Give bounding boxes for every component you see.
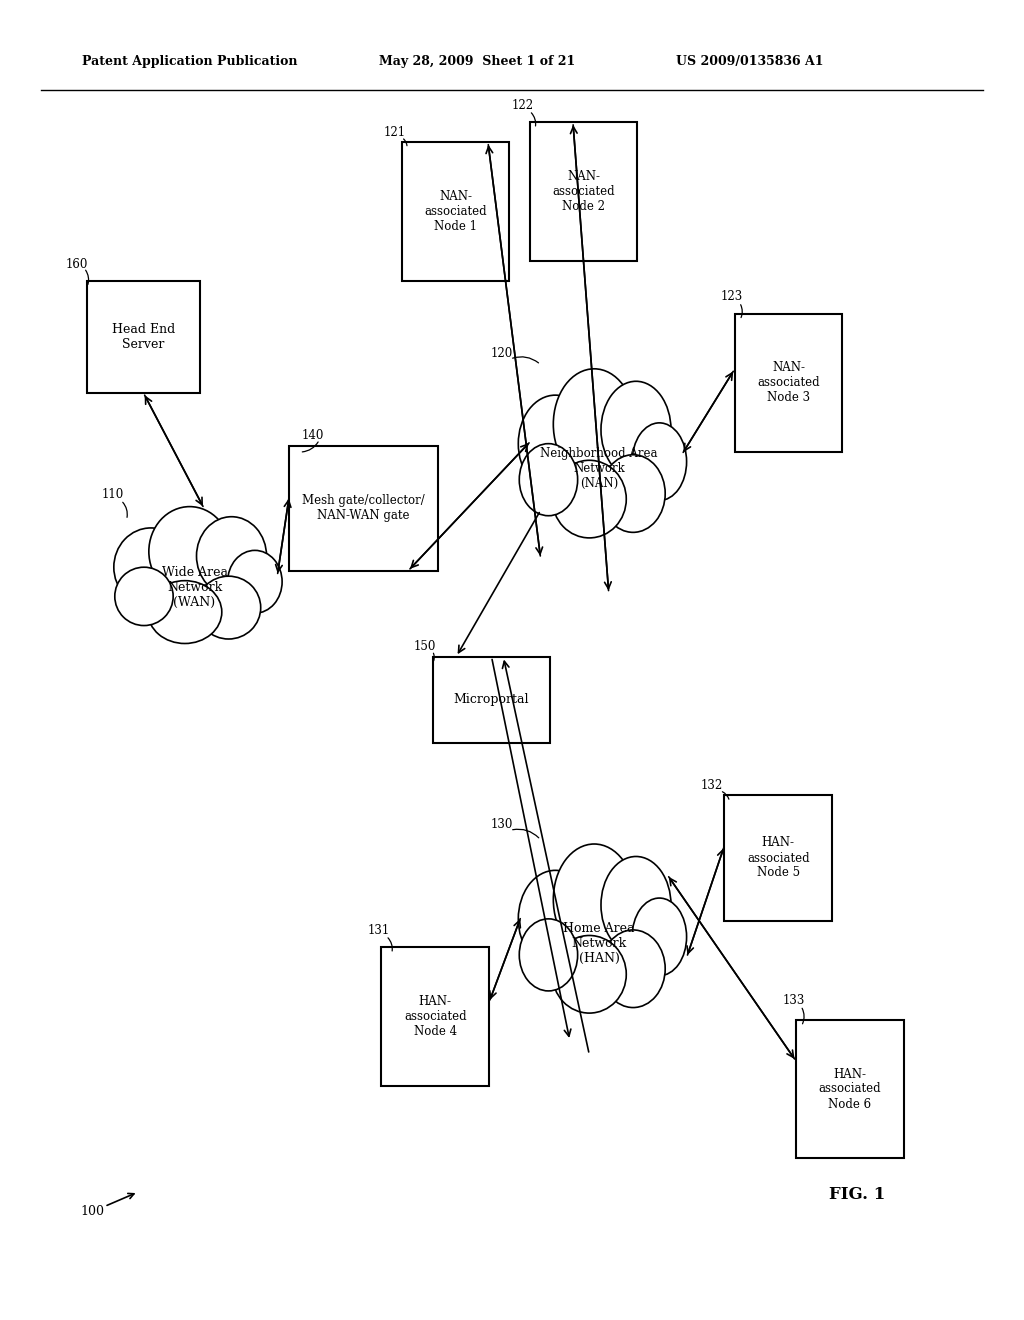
Bar (401, 143, 510, 281)
Text: NAN-
associated
Node 2: NAN- associated Node 2 (552, 170, 615, 213)
Ellipse shape (553, 368, 635, 479)
Bar (735, 314, 842, 451)
Text: 120: 120 (490, 347, 513, 360)
Ellipse shape (519, 919, 578, 991)
Ellipse shape (114, 528, 187, 606)
Ellipse shape (197, 576, 261, 639)
Bar (87, 281, 200, 393)
Text: Wide Area
Network
(WAN): Wide Area Network (WAN) (162, 566, 227, 609)
Bar (725, 795, 831, 921)
Text: 130: 130 (490, 818, 513, 832)
Text: Home Area
Network
(HAN): Home Area Network (HAN) (563, 923, 635, 965)
Bar (530, 123, 637, 261)
Text: Neighborhood Area
Network
(NAN): Neighborhood Area Network (NAN) (541, 447, 657, 490)
Ellipse shape (197, 516, 266, 595)
Text: 131: 131 (368, 924, 390, 937)
Ellipse shape (601, 929, 666, 1007)
Ellipse shape (518, 395, 592, 492)
Text: 150: 150 (414, 640, 436, 653)
Text: Mesh gate/collector/
NAN-WAN gate: Mesh gate/collector/ NAN-WAN gate (302, 494, 425, 523)
Bar (797, 1020, 903, 1159)
Ellipse shape (148, 507, 230, 597)
Ellipse shape (601, 381, 671, 478)
Text: 100: 100 (80, 1205, 104, 1218)
Text: 133: 133 (782, 994, 805, 1007)
Ellipse shape (552, 461, 627, 539)
Ellipse shape (552, 936, 627, 1014)
Text: NAN-
associated
Node 1: NAN- associated Node 1 (424, 190, 487, 232)
Text: HAN-
associated
Node 5: HAN- associated Node 5 (746, 837, 810, 879)
Text: Head End
Server: Head End Server (112, 322, 175, 351)
Ellipse shape (227, 550, 283, 614)
Bar (289, 446, 438, 570)
Ellipse shape (553, 843, 635, 954)
Text: NAN-
associated
Node 3: NAN- associated Node 3 (757, 362, 820, 404)
Text: HAN-
associated
Node 6: HAN- associated Node 6 (818, 1068, 882, 1110)
Text: 140: 140 (301, 429, 324, 442)
Ellipse shape (518, 870, 592, 968)
Ellipse shape (601, 857, 671, 953)
Ellipse shape (632, 898, 686, 975)
Text: 123: 123 (721, 290, 743, 304)
Text: Patent Application Publication: Patent Application Publication (82, 55, 297, 69)
Text: HAN-
associated
Node 4: HAN- associated Node 4 (403, 995, 467, 1038)
Ellipse shape (147, 581, 222, 644)
Text: 160: 160 (66, 257, 88, 271)
Text: 110: 110 (101, 488, 124, 502)
Ellipse shape (115, 568, 173, 626)
Text: 132: 132 (700, 779, 723, 792)
Text: US 2009/0135836 A1: US 2009/0135836 A1 (676, 55, 823, 69)
Bar (381, 948, 489, 1085)
Ellipse shape (601, 454, 666, 532)
Text: FIG. 1: FIG. 1 (829, 1187, 886, 1203)
Bar (432, 657, 551, 742)
Ellipse shape (632, 422, 686, 500)
Text: May 28, 2009  Sheet 1 of 21: May 28, 2009 Sheet 1 of 21 (379, 55, 575, 69)
Ellipse shape (519, 444, 578, 516)
Text: Microportal: Microportal (454, 693, 529, 706)
Text: 122: 122 (511, 99, 534, 112)
Text: 121: 121 (383, 125, 406, 139)
